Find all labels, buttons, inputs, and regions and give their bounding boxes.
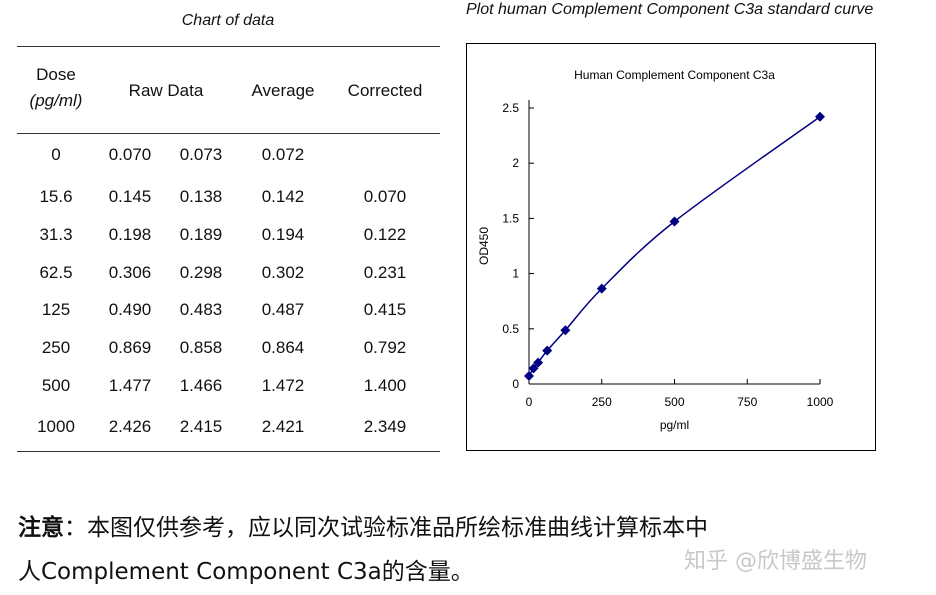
data-point (533, 357, 544, 368)
header-raw-data: Raw Data (128, 81, 204, 100)
y-tick-label: 2 (512, 156, 519, 170)
x-axis-label: pg/ml (660, 418, 689, 432)
note-text-1: ：本图仅供参考，应以同次试验标准品所绘标准曲线计算标本中 (64, 515, 708, 541)
x-tick-label: 750 (737, 395, 757, 409)
header-dose: Dose (pg/ml) (16, 62, 96, 114)
y-tick-label: 0 (512, 377, 519, 391)
cell-avg: 0.142 (261, 187, 305, 206)
cell-dose: 125 (41, 300, 71, 319)
cell-dose: 0 (51, 145, 61, 164)
x-tick-label: 1000 (807, 395, 834, 409)
cell-avg: 0.072 (261, 145, 305, 164)
cell-raw1: 0.869 (108, 338, 152, 357)
cell-dose: 1000 (37, 417, 75, 436)
cell-corr: 1.400 (363, 376, 407, 395)
cell-avg: 0.194 (261, 225, 305, 244)
data-point (669, 216, 680, 227)
header-corrected: Corrected (347, 81, 423, 100)
cell-raw2: 0.138 (179, 187, 223, 206)
cell-dose: 250 (41, 338, 71, 357)
cell-avg: 1.472 (261, 376, 305, 395)
note-line-1: 注意：本图仅供参考，应以同次试验标准品所绘标准曲线计算标本中 (18, 508, 708, 542)
x-tick-label: 0 (526, 395, 533, 409)
cell-raw2: 0.298 (179, 263, 223, 282)
cell-raw2: 0.073 (179, 145, 223, 164)
cell-corr: 0.122 (363, 225, 407, 244)
y-axis-label: OD450 (477, 227, 491, 265)
cell-corr: 0.231 (363, 263, 407, 282)
table-bottom-rule (17, 451, 440, 452)
chart-title: Human Complement Component C3a (574, 68, 775, 82)
note-label: 注意 (18, 515, 64, 541)
chart-caption: Plot human Complement Component C3a stan… (466, 1, 874, 18)
cell-avg: 0.487 (261, 300, 305, 319)
cell-corr: 0.792 (363, 338, 407, 357)
cell-raw1: 0.145 (108, 187, 152, 206)
header-average: Average (251, 81, 315, 100)
cell-raw1: 2.426 (108, 417, 152, 436)
data-point (560, 325, 571, 336)
cell-avg: 0.864 (261, 338, 305, 357)
data-point (815, 111, 825, 122)
cell-raw1: 0.490 (108, 300, 152, 319)
cell-corr: 0.415 (363, 300, 407, 319)
fit-curve (528, 116, 821, 377)
cell-dose: 31.3 (39, 225, 73, 244)
table-header-rule (17, 133, 440, 134)
y-tick-label: 2.5 (502, 101, 519, 115)
data-point (596, 283, 607, 294)
x-tick-label: 500 (664, 395, 684, 409)
standard-curve-chart: Human Complement Component C3a 0 0.5 1 1.5 2 2… (477, 68, 834, 432)
cell-raw2: 0.483 (179, 300, 223, 319)
cell-raw2: 0.189 (179, 225, 223, 244)
cell-raw1: 0.198 (108, 225, 152, 244)
cell-raw2: 0.858 (179, 338, 223, 357)
note-line-2: 人Complement Component C3a的含量。 (18, 559, 474, 585)
cell-avg: 2.421 (261, 417, 305, 436)
x-tick-label: 250 (592, 395, 612, 409)
cell-corr: 0.070 (363, 187, 407, 206)
y-tick-label: 1.5 (502, 211, 519, 225)
y-tick-label: 0.5 (502, 322, 519, 336)
data-point (524, 371, 534, 382)
cell-raw1: 1.477 (108, 376, 152, 395)
watermark: 知乎 @欣博盛生物 (684, 549, 867, 574)
cell-raw1: 0.070 (108, 145, 152, 164)
cell-raw2: 1.466 (179, 376, 223, 395)
cell-raw1: 0.306 (108, 263, 152, 282)
table-top-rule (17, 46, 440, 47)
cell-avg: 0.302 (261, 263, 305, 282)
header-dose-unit: (pg/ml) (29, 91, 83, 110)
data-point (542, 345, 553, 356)
chart-frame: Human Complement Component C3a 0 0.5 1 1.5 2 2… (466, 43, 876, 451)
header-dose-label: Dose (36, 65, 76, 84)
cell-dose: 62.5 (39, 263, 73, 282)
cell-raw2: 2.415 (179, 417, 223, 436)
cell-dose: 500 (41, 376, 71, 395)
table-title: Chart of data (181, 12, 275, 29)
y-tick-label: 1 (512, 267, 519, 281)
data-point (528, 363, 539, 374)
cell-dose: 15.6 (39, 187, 73, 206)
cell-corr: 2.349 (363, 417, 407, 436)
